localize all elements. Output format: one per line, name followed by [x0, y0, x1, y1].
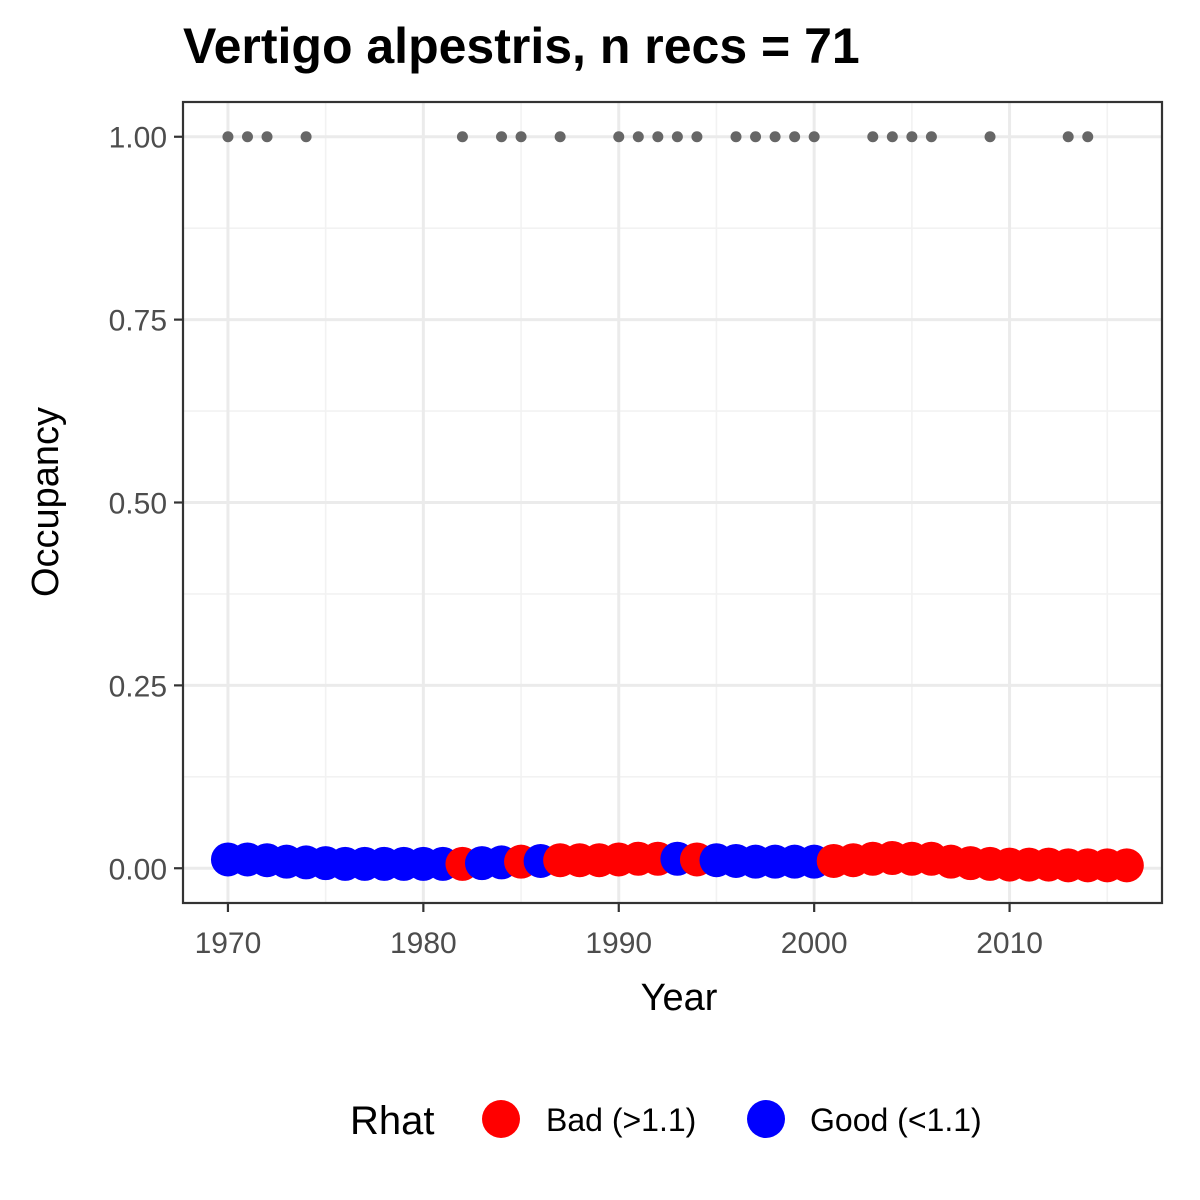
- record-point: [261, 131, 273, 143]
- record-point: [886, 131, 898, 143]
- x-tick-label: 1990: [585, 927, 652, 960]
- y-tick-label: 0.50: [109, 488, 167, 521]
- y-axis: 0.00 0.25 0.50 0.75 1.00: [109, 122, 183, 886]
- x-tick-label: 2000: [781, 927, 848, 960]
- chart-title: Vertigo alpestris, n recs = 71: [183, 18, 860, 74]
- legend-title: Rhat: [350, 1099, 435, 1143]
- record-point: [554, 131, 566, 143]
- x-tick-label: 1980: [390, 927, 457, 960]
- record-point: [906, 131, 918, 143]
- record-point: [769, 131, 781, 143]
- legend-key-bad: [482, 1100, 520, 1138]
- rhat-series: [210, 841, 1144, 883]
- legend: Rhat Bad (>1.1) Good (<1.1): [350, 1099, 982, 1143]
- record-point: [613, 131, 625, 143]
- record-point: [671, 131, 683, 143]
- record-point: [691, 131, 703, 143]
- record-point: [222, 131, 234, 143]
- y-tick-label: 0.25: [109, 670, 167, 703]
- y-tick-label: 0.00: [109, 853, 167, 886]
- record-point: [632, 131, 644, 143]
- record-point: [984, 131, 996, 143]
- y-tick-label: 0.75: [109, 305, 167, 338]
- x-axis-title: Year: [641, 977, 718, 1019]
- legend-key-good: [747, 1100, 785, 1138]
- x-tick-label: 1970: [195, 927, 262, 960]
- y-tick-label: 1.00: [109, 122, 167, 155]
- record-point: [750, 131, 762, 143]
- record-point: [241, 131, 253, 143]
- records-series: [222, 131, 1094, 143]
- legend-label-good: Good (<1.1): [810, 1102, 982, 1138]
- record-point: [300, 131, 312, 143]
- record-point: [867, 131, 879, 143]
- record-point: [456, 131, 468, 143]
- x-tick-label: 2010: [976, 927, 1043, 960]
- record-point: [1082, 131, 1094, 143]
- record-point: [808, 131, 820, 143]
- record-point: [789, 131, 801, 143]
- record-point: [1062, 131, 1074, 143]
- occupancy-point-bad: [1109, 848, 1144, 883]
- record-point: [925, 131, 937, 143]
- record-point: [496, 131, 508, 143]
- record-point: [515, 131, 527, 143]
- legend-label-bad: Bad (>1.1): [546, 1102, 696, 1138]
- record-point: [652, 131, 664, 143]
- record-point: [730, 131, 742, 143]
- y-axis-title: Occupancy: [25, 407, 67, 597]
- x-axis: 1970 1980 1990 2000 2010: [195, 903, 1043, 960]
